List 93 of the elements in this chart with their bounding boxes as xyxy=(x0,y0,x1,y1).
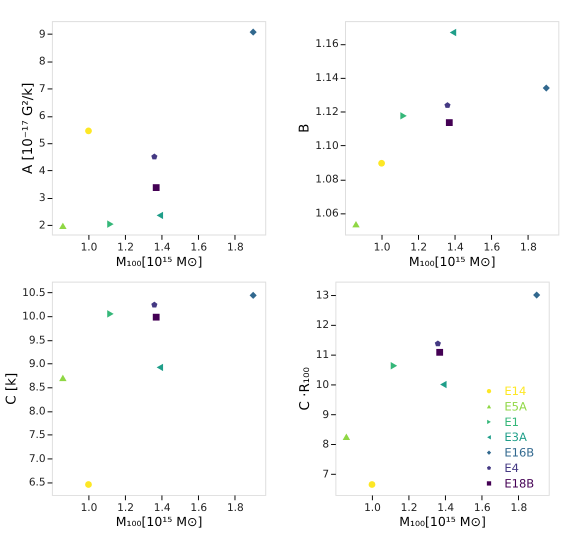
x-tick-label: 1.0 xyxy=(80,502,98,514)
x-tick-label: 1.2 xyxy=(117,241,134,254)
y-tick-label: 4 xyxy=(38,164,46,177)
point xyxy=(152,314,160,321)
point xyxy=(85,481,92,488)
x-tick-label: 1.8 xyxy=(510,502,528,514)
point xyxy=(250,292,257,299)
y-tick-label: 1.14 xyxy=(315,72,340,84)
point xyxy=(446,119,453,126)
y-tick-label: 9 xyxy=(322,408,330,421)
point xyxy=(352,220,360,228)
y-tick-label: 7.0 xyxy=(28,452,46,465)
x-tick-label: 1.0 xyxy=(80,241,98,254)
legend-label: E3A xyxy=(504,430,527,444)
point xyxy=(400,112,407,120)
x-tick-label: 1.4 xyxy=(446,241,464,254)
legend-label: E16B xyxy=(504,446,534,460)
point xyxy=(59,222,67,230)
point xyxy=(533,291,540,299)
legend-label: E14 xyxy=(504,384,526,398)
legend-label: E4 xyxy=(504,460,519,475)
y-tick-label: 6 xyxy=(38,110,46,122)
y-tick-label: 1.08 xyxy=(315,174,339,186)
y-tick-label: 8.5 xyxy=(28,382,46,394)
point xyxy=(444,102,451,108)
x-tick-label: 1.4 xyxy=(437,502,454,514)
x-tick-label: 1.2 xyxy=(400,502,418,514)
y-tick-label: 6.5 xyxy=(28,476,46,489)
point xyxy=(378,160,385,167)
y-tick-label: 7 xyxy=(38,82,46,95)
y-tick-label: 1.16 xyxy=(315,38,340,50)
x-axis-title: M₁₀₀[10¹⁵ M⊙] xyxy=(116,514,202,530)
x-tick-label: 1.2 xyxy=(117,502,134,514)
legend-label: E18B xyxy=(504,476,534,490)
point xyxy=(59,374,67,382)
point xyxy=(368,481,376,488)
y-tick-label: 9.5 xyxy=(28,334,46,346)
x-tick-label: 1.8 xyxy=(226,502,244,514)
x-axis-title: M₁₀₀[10¹⁵ M⊙] xyxy=(408,254,496,269)
y-tick-label: 3 xyxy=(38,192,46,204)
y-tick-label: 5 xyxy=(38,137,46,150)
x-tick-label: 1.4 xyxy=(154,502,171,514)
point xyxy=(440,380,447,388)
x-tick-label: 1.2 xyxy=(410,241,428,254)
x-tick-label: 1.6 xyxy=(474,502,491,514)
x-axis-title: M₁₀₀[10¹⁵ M⊙] xyxy=(116,254,202,269)
y-tick-label: 9.0 xyxy=(28,358,46,370)
point xyxy=(342,434,350,440)
point xyxy=(152,184,160,191)
y-tick-label: 11 xyxy=(316,349,330,362)
x-tick-label: 1.6 xyxy=(190,241,208,254)
x-tick-label: 1.0 xyxy=(374,241,391,254)
y-tick-label: 10.5 xyxy=(22,286,46,299)
point xyxy=(151,154,158,160)
y-tick-label: 9 xyxy=(38,28,46,40)
point xyxy=(450,28,456,36)
y-tick-label: 8 xyxy=(38,56,46,68)
y-tick-label: 10 xyxy=(316,378,330,391)
legend-label: E5A xyxy=(504,399,527,414)
x-axis-title: M₁₀₀[10¹⁵ M⊙] xyxy=(399,514,486,530)
point xyxy=(250,28,257,36)
point xyxy=(85,127,92,134)
point xyxy=(156,364,164,372)
y-axis-title: C [k] xyxy=(4,372,20,405)
y-tick-label: 10.0 xyxy=(22,310,46,323)
y-tick-label: 2 xyxy=(38,219,46,232)
point xyxy=(107,310,114,318)
y-axis-title: A [10⁻¹⁷ G²/k] xyxy=(21,82,36,174)
point xyxy=(156,212,164,220)
y-tick-label: 1.10 xyxy=(315,140,340,152)
legend-label: E1 xyxy=(504,414,519,429)
point xyxy=(434,340,441,346)
y-tick-label: 7.5 xyxy=(28,429,46,442)
x-tick-label: 1.6 xyxy=(190,502,208,514)
x-tick-label: 1.0 xyxy=(364,502,382,514)
y-tick-label: 8 xyxy=(322,438,330,451)
point xyxy=(390,362,398,370)
y-tick-label: 12 xyxy=(316,319,330,332)
x-tick-label: 1.8 xyxy=(226,241,244,254)
point xyxy=(107,220,114,228)
x-tick-label: 1.4 xyxy=(154,241,171,254)
y-tick-label: 8.0 xyxy=(28,405,46,418)
y-tick-label: 13 xyxy=(316,289,330,302)
x-tick-label: 1.6 xyxy=(483,241,501,254)
point xyxy=(436,348,444,356)
y-tick-label: 1.06 xyxy=(315,208,340,220)
y-tick-label: 7 xyxy=(322,468,330,480)
y-axis-title: C ·R₁₀₀ xyxy=(298,367,313,410)
x-tick-label: 1.8 xyxy=(520,241,537,254)
point xyxy=(151,302,158,308)
y-axis-title: B xyxy=(297,124,312,133)
y-tick-label: 1.12 xyxy=(315,106,339,118)
point xyxy=(542,84,550,92)
